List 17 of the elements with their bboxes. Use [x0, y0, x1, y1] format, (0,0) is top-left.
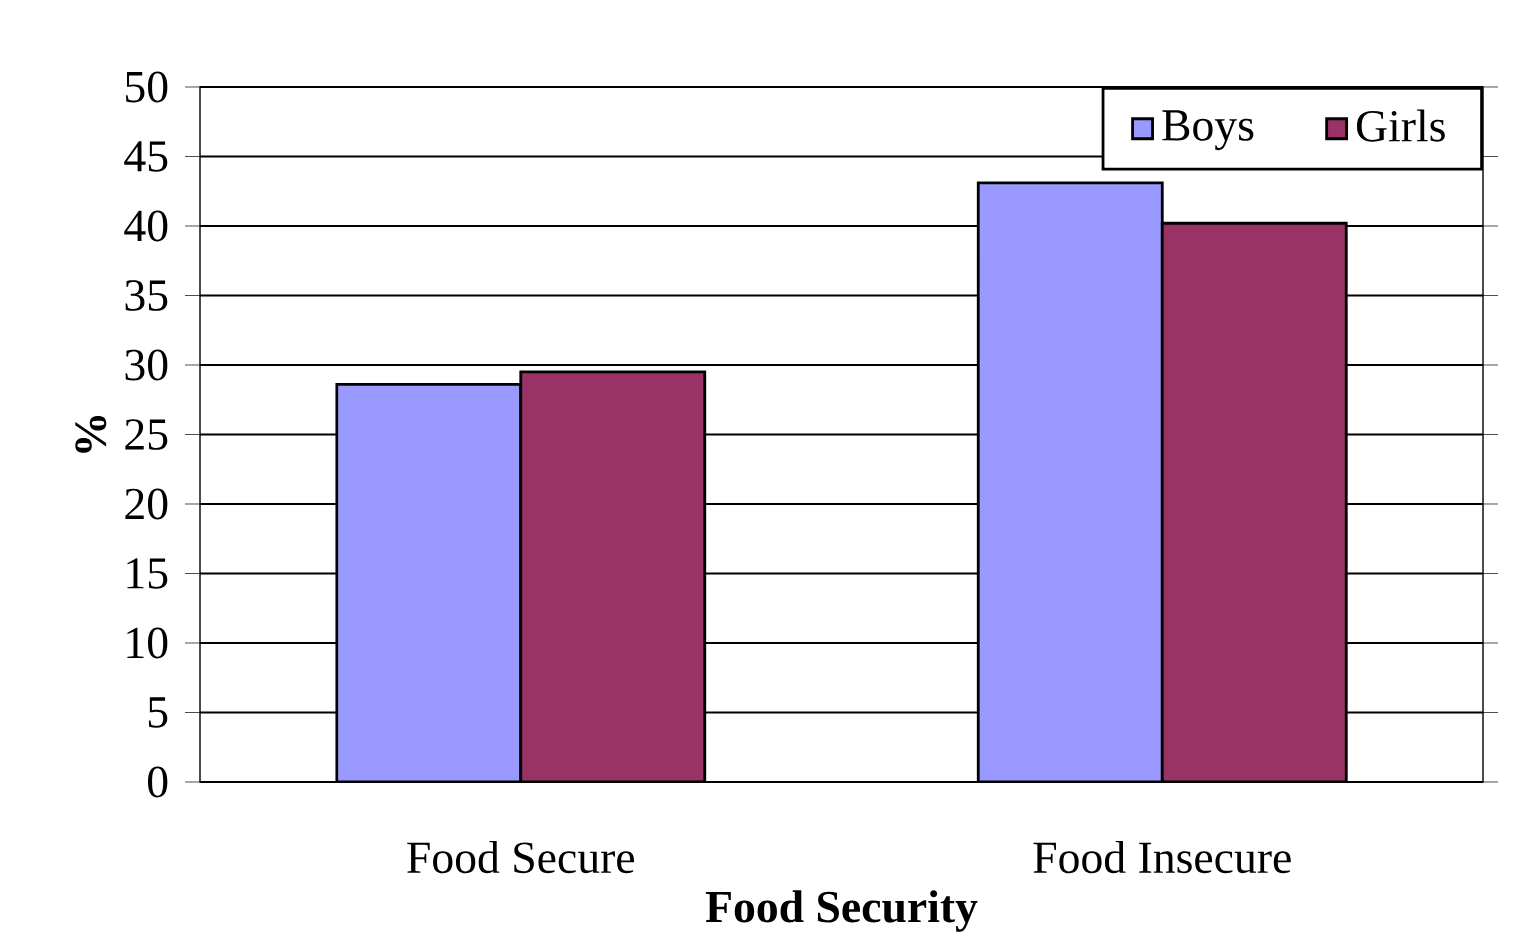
legend-label: Girls	[1356, 109, 1445, 142]
legend-label: Boys	[1162, 110, 1254, 151]
x-tick-label: Food Insecure	[1033, 841, 1291, 874]
y-tick-label: 30	[125, 349, 168, 381]
x-axis-title: Food Security	[705, 890, 978, 932]
y-tick-label: 10	[127, 627, 168, 659]
x-tick-label: Food Secure	[407, 841, 634, 874]
y-tick-label: 35	[125, 280, 168, 311]
y-axis-title: %	[75, 415, 107, 453]
y-tick-label: 20	[125, 488, 168, 520]
y-tick-label: 50	[126, 71, 168, 103]
y-tick-label: 15	[127, 558, 168, 589]
y-tick-label: 25	[125, 419, 168, 450]
y-tick-label: 40	[124, 210, 168, 242]
y-tick-label: 0	[148, 766, 168, 798]
y-tick-label: 45	[124, 141, 168, 172]
y-tick-label: 5	[148, 697, 168, 728]
